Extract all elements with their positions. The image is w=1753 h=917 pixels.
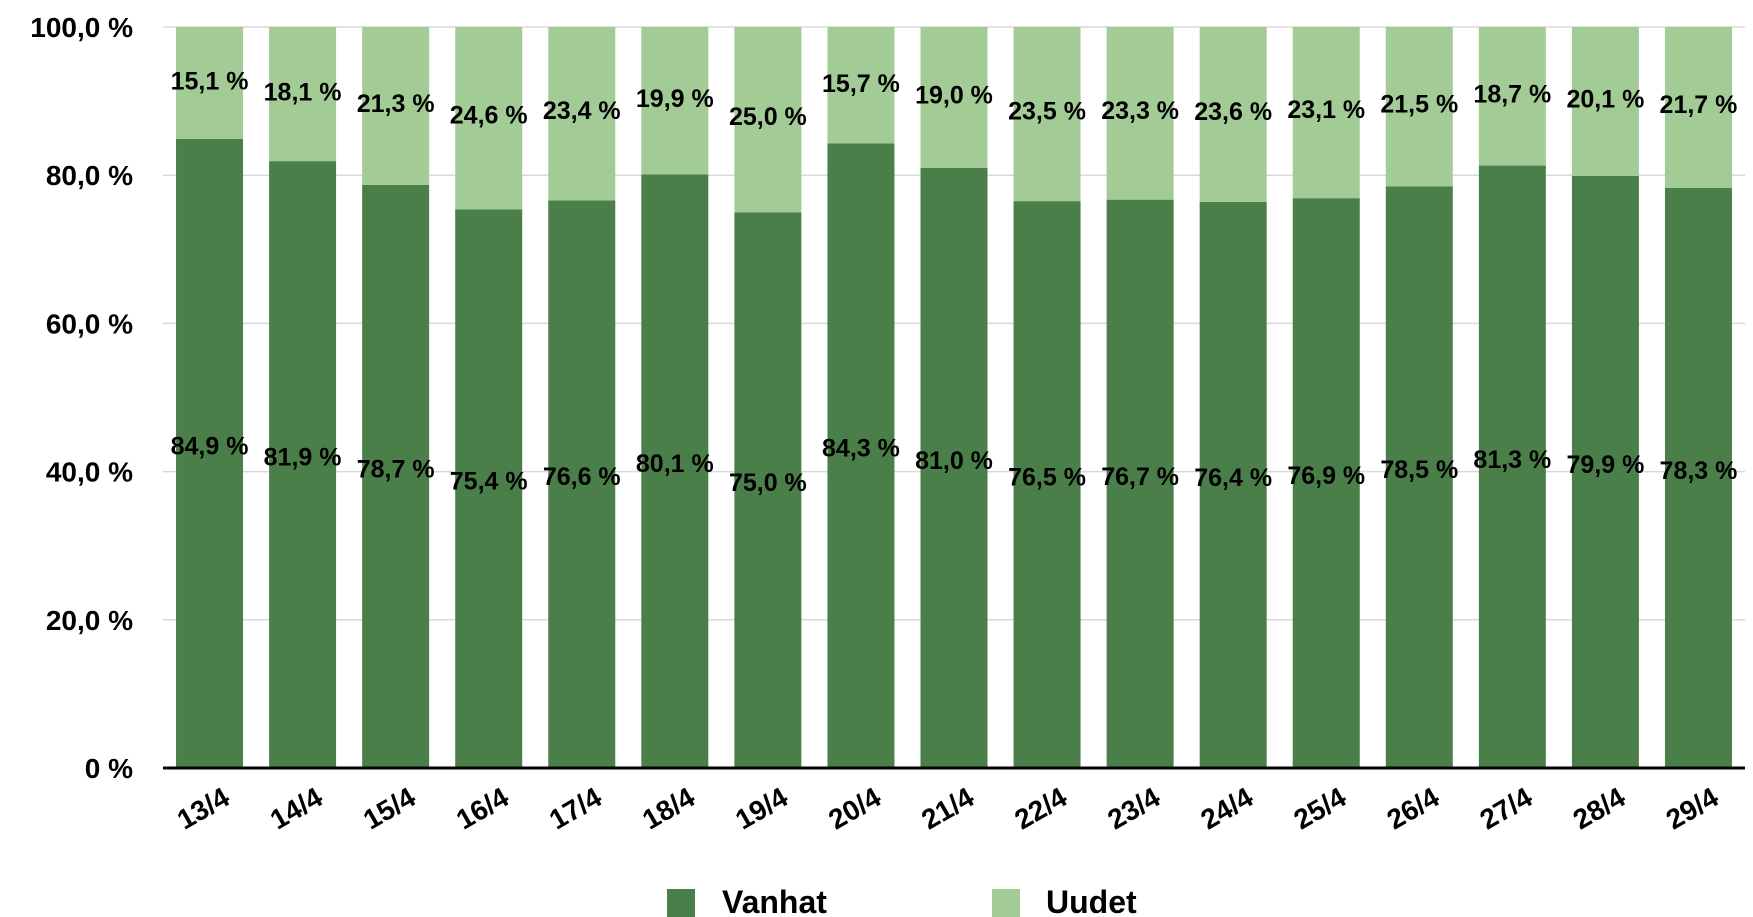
- data-label-uudet: 23,6 %: [1194, 98, 1272, 126]
- x-tick-label: 17/4: [544, 781, 607, 835]
- legend: Vanhat Uudet: [667, 884, 1137, 917]
- x-tick-label: 29/4: [1661, 781, 1724, 835]
- bars: [176, 27, 1732, 768]
- x-tick-label: 18/4: [637, 781, 700, 835]
- data-label-uudet: 23,3 %: [1101, 97, 1179, 125]
- data-label-vanhat: 78,5 %: [1380, 456, 1458, 484]
- y-tick-label: 80,0 %: [46, 160, 133, 191]
- x-axis-ticks: 13/4 14/4 15/4 16/4 17/4 18/4 19/4 20/4 21/4 22/4…: [172, 781, 1724, 835]
- x-tick-label: 14/4: [265, 781, 328, 835]
- x-tick-label: 13/4: [172, 781, 235, 835]
- data-label-vanhat: 79,9 %: [1566, 451, 1644, 479]
- data-label-uudet: 25,0 %: [729, 103, 807, 131]
- x-tick-label: 24/4: [1195, 781, 1258, 835]
- data-label-vanhat: 75,4 %: [450, 468, 528, 496]
- data-label-vanhat: 76,5 %: [1008, 464, 1086, 492]
- data-label-uudet: 23,5 %: [1008, 98, 1086, 126]
- data-label-uudet: 15,1 %: [171, 68, 249, 96]
- legend-swatch-vanhat: [667, 889, 695, 917]
- data-label-vanhat: 76,4 %: [1194, 464, 1272, 492]
- data-label-vanhat: 81,0 %: [915, 447, 993, 475]
- legend-label-uudet: Uudet: [1046, 884, 1137, 917]
- data-label-uudet: 23,1 %: [1287, 96, 1365, 124]
- x-tick-label: 22/4: [1009, 781, 1072, 835]
- y-tick-label: 40,0 %: [46, 457, 133, 488]
- x-tick-label: 26/4: [1382, 781, 1445, 835]
- y-axis-ticks: 0 % 20,0 % 40,0 % 60,0 % 80,0 % 100,0 %: [30, 12, 133, 784]
- x-tick-label: 25/4: [1289, 781, 1352, 835]
- x-tick-label: 23/4: [1102, 781, 1165, 835]
- data-label-uudet: 15,7 %: [822, 70, 900, 98]
- x-tick-label: 20/4: [823, 781, 886, 835]
- y-tick-label: 0 %: [85, 753, 133, 784]
- data-label-uudet: 21,3 %: [357, 90, 435, 118]
- data-label-vanhat: 76,9 %: [1287, 462, 1365, 490]
- data-label-uudet: 23,4 %: [543, 97, 621, 125]
- legend-swatch-uudet: [992, 889, 1020, 917]
- data-label-vanhat: 81,9 %: [264, 444, 342, 472]
- data-label-uudet: 20,1 %: [1566, 85, 1644, 113]
- x-tick-label: 19/4: [730, 781, 793, 835]
- x-tick-label: 21/4: [916, 781, 979, 835]
- data-label-uudet: 24,6 %: [450, 101, 528, 129]
- data-label-uudet: 18,1 %: [264, 78, 342, 106]
- data-label-vanhat: 80,1 %: [636, 450, 714, 478]
- data-label-uudet: 21,7 %: [1660, 91, 1738, 119]
- data-label-vanhat: 84,9 %: [171, 432, 249, 460]
- x-tick-label: 27/4: [1475, 781, 1538, 835]
- data-label-vanhat: 81,3 %: [1473, 446, 1551, 474]
- data-label-vanhat: 75,0 %: [729, 469, 807, 497]
- data-label-uudet: 18,7 %: [1473, 81, 1551, 109]
- data-label-uudet: 19,0 %: [915, 82, 993, 110]
- data-label-vanhat: 84,3 %: [822, 435, 900, 463]
- data-label-uudet: 19,9 %: [636, 85, 714, 113]
- x-tick-label: 15/4: [358, 781, 421, 835]
- x-tick-label: 16/4: [451, 781, 514, 835]
- data-label-uudet: 21,5 %: [1380, 90, 1458, 118]
- y-tick-label: 20,0 %: [46, 605, 133, 636]
- x-tick-label: 28/4: [1568, 781, 1631, 835]
- data-label-vanhat: 76,6 %: [543, 463, 621, 491]
- legend-label-vanhat: Vanhat: [722, 884, 827, 917]
- y-tick-label: 100,0 %: [30, 12, 133, 43]
- y-tick-label: 60,0 %: [46, 308, 133, 339]
- data-label-vanhat: 78,7 %: [357, 455, 435, 483]
- data-label-vanhat: 78,3 %: [1660, 457, 1738, 485]
- data-label-vanhat: 76,7 %: [1101, 463, 1179, 491]
